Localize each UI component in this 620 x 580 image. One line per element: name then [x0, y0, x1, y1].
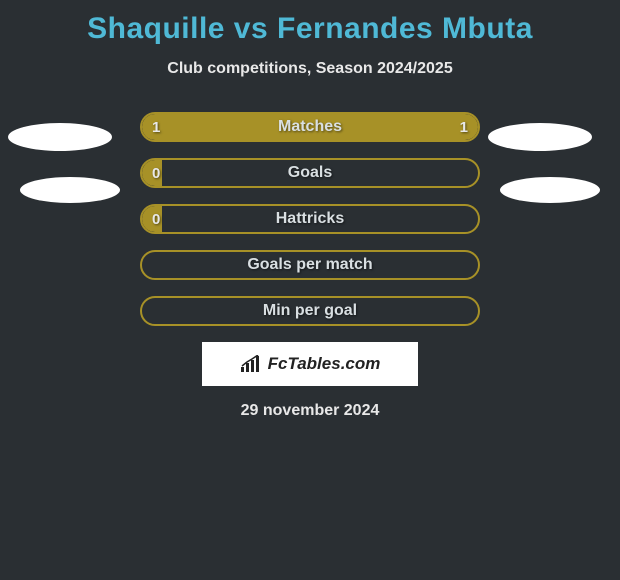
logo-chart-icon [240, 355, 262, 373]
stat-label: Goals per match [142, 252, 478, 278]
stat-row: Goals per match [0, 250, 620, 280]
stat-label: Hattricks [142, 206, 478, 232]
decorative-ellipse [20, 177, 120, 203]
bar-container: 11Matches [140, 112, 480, 142]
decorative-ellipse [488, 123, 592, 151]
subtitle: Club competitions, Season 2024/2025 [0, 60, 620, 78]
bar-container: 0Hattricks [140, 204, 480, 234]
stat-value-left: 0 [152, 206, 160, 232]
stat-label: Goals [142, 160, 478, 186]
bar-fill [142, 114, 478, 140]
page-title: Shaquille vs Fernandes Mbuta [0, 0, 620, 46]
bar-container: Goals per match [140, 250, 480, 280]
stat-row: Min per goal [0, 296, 620, 326]
decorative-ellipse [500, 177, 600, 203]
stat-value-right: 1 [460, 114, 468, 140]
stat-label: Min per goal [142, 298, 478, 324]
decorative-ellipse [8, 123, 112, 151]
logo-box[interactable]: FcTables.com [202, 342, 418, 386]
date-label: 29 november 2024 [0, 402, 620, 420]
stat-value-left: 0 [152, 160, 160, 186]
stat-row: 0Hattricks [0, 204, 620, 234]
bar-container: 0Goals [140, 158, 480, 188]
logo-text: FcTables.com [268, 354, 381, 374]
bar-container: Min per goal [140, 296, 480, 326]
stat-value-left: 1 [152, 114, 160, 140]
